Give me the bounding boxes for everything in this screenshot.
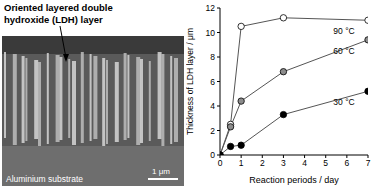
svg-text:1: 1 — [239, 158, 244, 168]
svg-text:Aluminium substrate: Aluminium substrate — [8, 174, 83, 184]
svg-text:12: 12 — [206, 3, 216, 13]
svg-text:7: 7 — [366, 158, 370, 168]
svg-text:0: 0 — [218, 158, 223, 168]
svg-text:4: 4 — [210, 101, 215, 111]
svg-text:Oriented layered double: Oriented layered double — [8, 2, 113, 13]
svg-text:2: 2 — [210, 126, 215, 136]
svg-text:0: 0 — [210, 150, 215, 160]
svg-text:60 °C: 60 °C — [333, 46, 354, 56]
svg-text:6: 6 — [210, 77, 215, 87]
svg-text:8: 8 — [210, 52, 215, 62]
svg-text:Thickness of LDH layer / μm: Thickness of LDH layer / μm — [186, 28, 195, 135]
svg-text:hydroxide (LDH) layer: hydroxide (LDH) layer — [8, 14, 103, 25]
svg-text:4: 4 — [302, 158, 307, 168]
svg-text:3: 3 — [281, 158, 286, 168]
svg-text:1 μm: 1 μm — [152, 167, 170, 176]
svg-text:30 °C: 30 °C — [333, 97, 354, 107]
svg-text:5: 5 — [323, 158, 328, 168]
svg-text:6: 6 — [344, 158, 349, 168]
svg-text:Reaction periods / day: Reaction periods / day — [249, 175, 339, 185]
svg-text:90 °C: 90 °C — [333, 26, 354, 36]
svg-text:2: 2 — [260, 158, 265, 168]
svg-text:10: 10 — [206, 28, 216, 38]
